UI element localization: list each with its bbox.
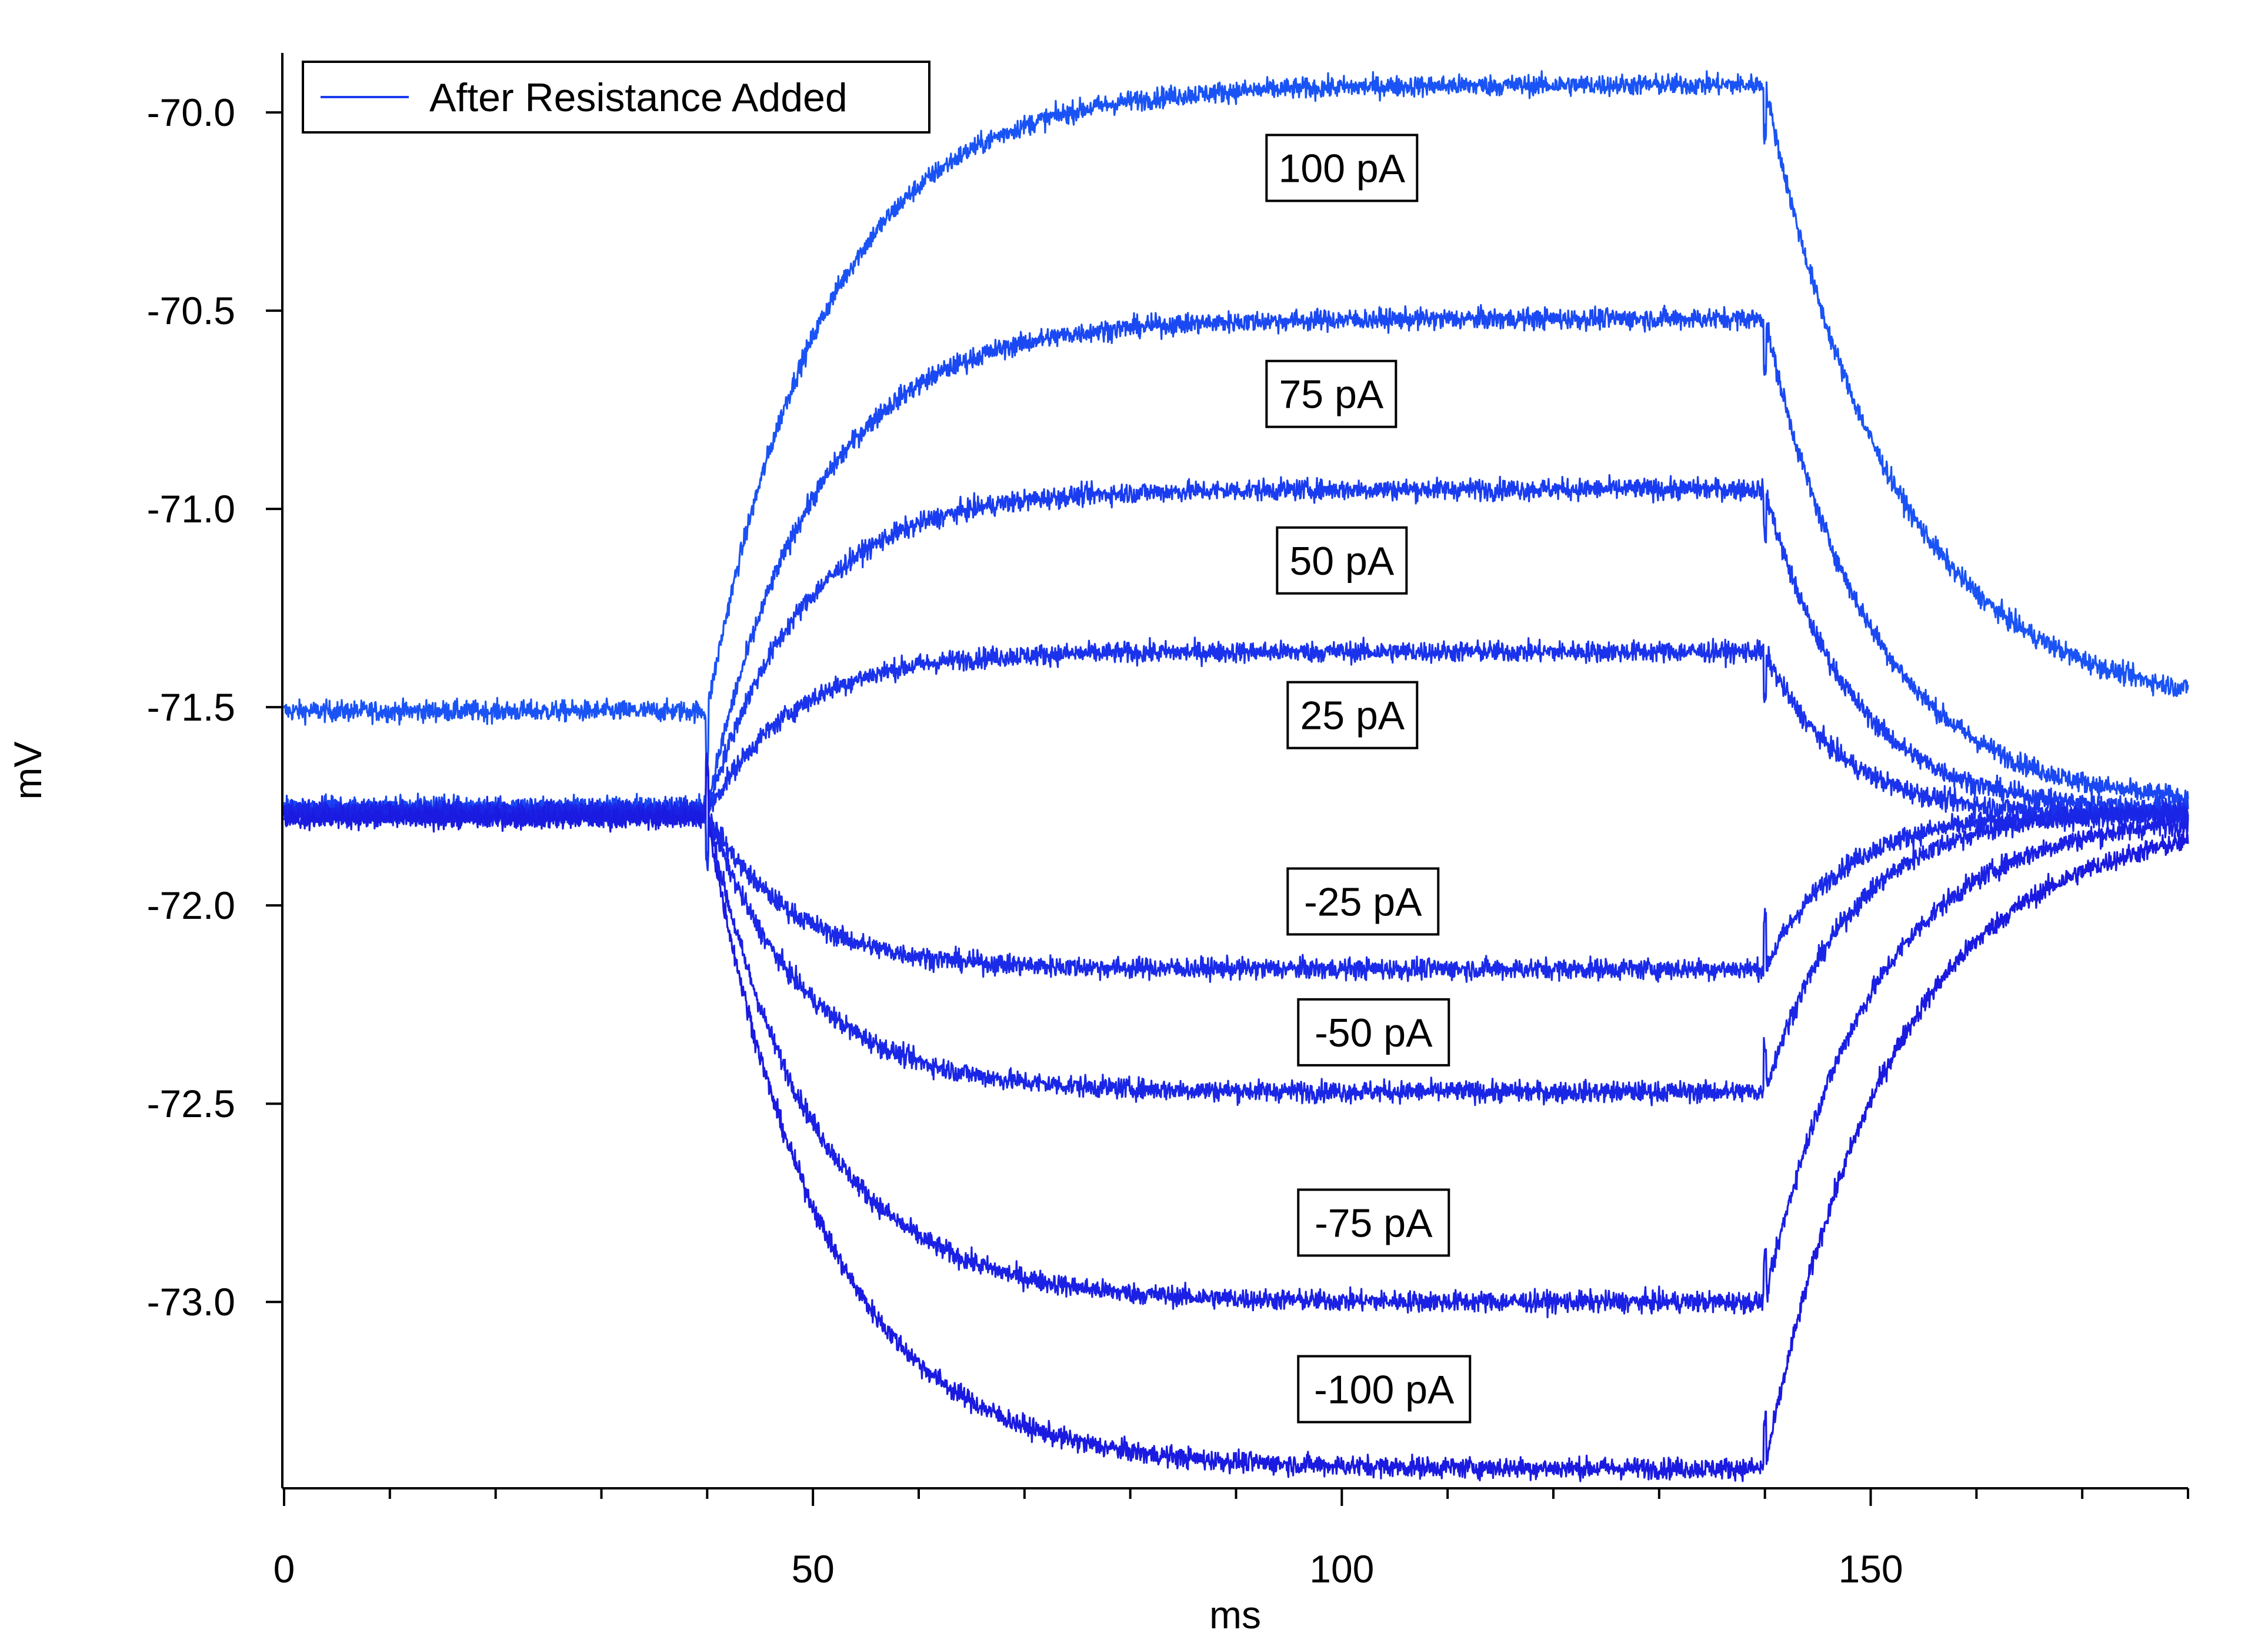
trace-label-box — [1297, 998, 1450, 1067]
axes-group — [281, 53, 2188, 1489]
trace-label-text: 75 pA — [1279, 372, 1383, 417]
trace-label-text: -25 pA — [1304, 879, 1422, 924]
trace-label: 75 pA — [1265, 359, 1398, 428]
trace-line — [283, 304, 2189, 864]
trace-label-box — [1297, 1355, 1472, 1424]
x-tick-label: 150 — [1838, 1547, 1903, 1591]
trace-label-box — [1286, 867, 1440, 936]
trace-label-text: 100 pA — [1279, 146, 1406, 191]
trace-label-box — [1265, 134, 1419, 202]
trace-label-box — [1265, 359, 1398, 428]
trace-label: 50 pA — [1276, 526, 1408, 595]
trace-label-text: -100 pA — [1314, 1367, 1455, 1412]
traces-group — [283, 70, 2189, 1482]
y-tick-label: -70.0 — [147, 91, 235, 134]
trace-label: -75 pA — [1297, 1188, 1450, 1257]
x-tick-label: 50 — [791, 1547, 834, 1591]
legend-label: After Resistance Added — [429, 75, 848, 120]
x-ticks-group: 0 50 100 150 — [274, 1488, 2189, 1591]
trace-label-box — [1297, 1188, 1450, 1257]
trace-label-text: 50 pA — [1289, 539, 1394, 584]
y-tick-label: -70.5 — [147, 289, 235, 332]
trace-label: 25 pA — [1286, 681, 1419, 749]
y-tick-label: -71.5 — [147, 685, 235, 729]
trace-label-box — [1276, 526, 1408, 595]
y-tick-label: -73.0 — [147, 1280, 235, 1324]
y-tick-label: -71.0 — [147, 487, 235, 531]
trace-label-text: -50 pA — [1315, 1011, 1433, 1055]
x-tick-label: 100 — [1309, 1547, 1374, 1591]
trace-label: -25 pA — [1286, 867, 1440, 936]
y-ticks-group: -70.0 -70.5 -71.0 -71.5 -72.0 -72.5 -73.0 — [147, 91, 282, 1324]
trace-line — [283, 70, 2189, 764]
y-tick-label: -72.0 — [147, 884, 235, 927]
trace-label: -100 pA — [1297, 1355, 1472, 1424]
trace-line — [283, 766, 2189, 1482]
trace-labels-group: 100 pA 75 pA 50 pA 25 pA -25 pA -50 pA -75 pA -… — [1265, 134, 1472, 1424]
trace-label: 100 pA — [1265, 134, 1419, 202]
trace-label: -50 pA — [1297, 998, 1450, 1067]
y-tick-label: -72.5 — [147, 1082, 235, 1125]
trace-label-text: -75 pA — [1315, 1201, 1433, 1245]
trace-line — [283, 752, 2189, 1107]
trace-label-text: 25 pA — [1300, 694, 1405, 738]
legend: After Resistance Added — [302, 61, 930, 134]
trace-label-box — [1286, 681, 1419, 749]
x-tick-label: 0 — [274, 1547, 295, 1591]
y-axis-title: mV — [6, 742, 49, 800]
x-axis-title: ms — [1209, 1593, 1261, 1633]
